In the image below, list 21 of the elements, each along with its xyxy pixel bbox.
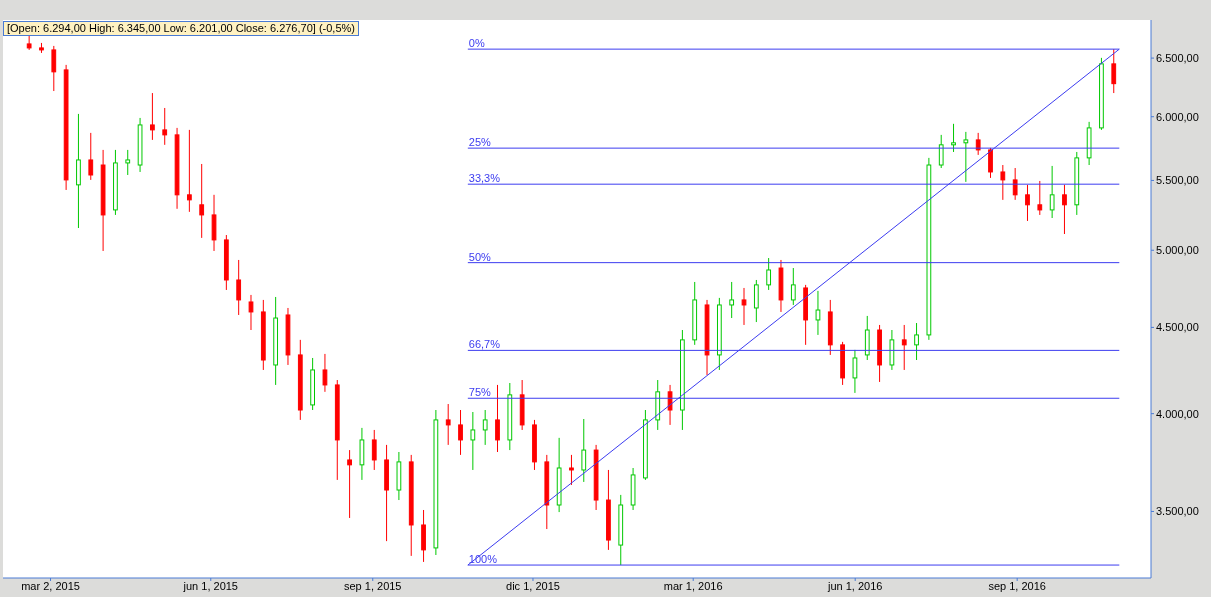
x-tick-label: dic 1, 2015 [506,579,560,592]
y-tick-label: 6.500,00 [1156,51,1199,64]
x-tick-label: mar 2, 2015 [21,579,80,592]
y-tick-label: 3.500,00 [1156,505,1199,518]
y-tick-label: 4.000,00 [1156,407,1199,420]
x-tick-label: jun 1, 2015 [182,579,238,592]
annotation: 66,7% [468,338,501,351]
annotation: 50% [468,250,492,263]
y-tick-label: 4.500,00 [1156,321,1199,334]
annotation: 0% [468,37,485,50]
x-tick-label: jun 1, 2016 [826,579,883,592]
annotation: 33,3% [468,172,501,185]
annotation: 25% [468,136,492,149]
x-tick-label: sep 1, 2016 [988,579,1046,592]
annotation: 75% [468,386,492,399]
y-tick-label: 5.000,00 [1156,244,1199,257]
y-tick-label: 6.000,00 [1156,110,1199,123]
y-tick-label: 5.500,00 [1156,174,1199,187]
x-tick-label: mar 1, 2016 [663,579,723,592]
annotation: [Open: 6.294,00 High: 6.345,00 Low: 6.201,00 Close: 6.276,70] (-0,5%) [3,21,359,36]
x-tick-label: sep 1, 2015 [344,579,402,592]
